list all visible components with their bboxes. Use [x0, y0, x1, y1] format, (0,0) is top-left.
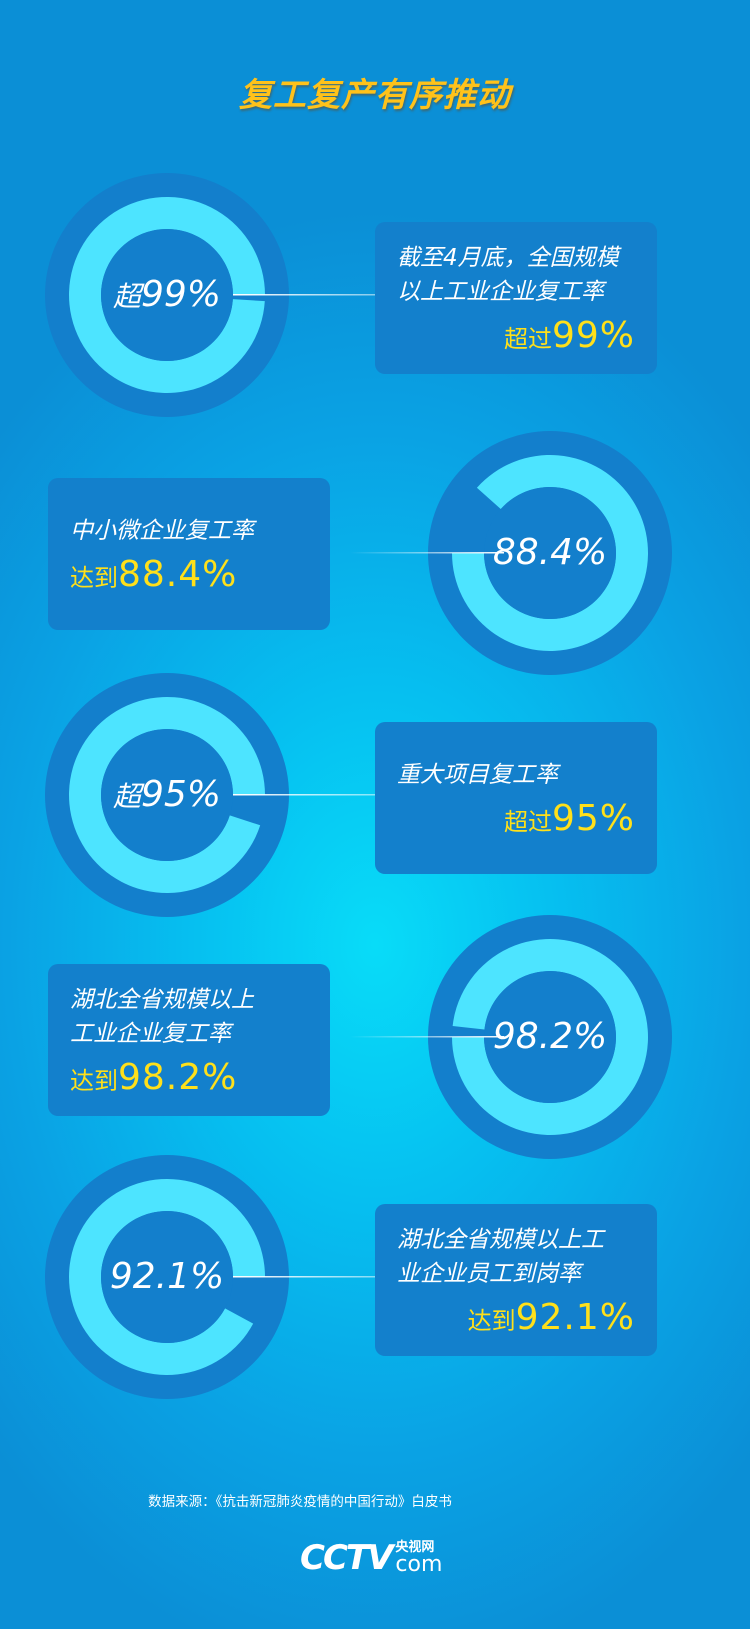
card-highlight: 达到88.4% — [70, 554, 308, 595]
donut-inner — [101, 1211, 233, 1343]
card-highlight: 超过95% — [397, 798, 635, 839]
donut-progress-arc — [68, 1179, 265, 1376]
center-prefix: 超 — [112, 780, 141, 813]
highlight-value: 95% — [551, 797, 635, 839]
card-text: 湖北全省规模以上 — [70, 986, 254, 1013]
highlight-prefix: 达到 — [70, 563, 118, 592]
stat-card: 湖北全省规模以上工 业企业员工到岗率 达到92.1% — [375, 1204, 657, 1356]
donut-center-value: 92.1% — [87, 1257, 247, 1299]
logo-com: com — [395, 1551, 443, 1577]
donut-progress-arc — [452, 939, 648, 1136]
card-text: 重大项目复工率 — [397, 761, 558, 788]
donut-center-value: 超95% — [87, 775, 247, 817]
donut-progress-arc — [69, 196, 265, 393]
data-source: 数据来源：《抗击新冠肺炎疫情的中国行动》白皮书 — [148, 1494, 452, 1510]
center-prefix: 超 — [112, 280, 141, 313]
highlight-prefix: 超过 — [503, 807, 552, 836]
card-text: 湖北全省规模以上工 — [397, 1226, 604, 1253]
highlight-prefix: 超过 — [503, 324, 552, 353]
donut-progress-arc — [452, 454, 649, 651]
connector-line — [350, 1036, 504, 1038]
donut-center-value: 98.2% — [470, 1017, 630, 1059]
card-text: 中小微企业复工率 — [70, 517, 254, 544]
center-value: 88.4% — [492, 532, 608, 573]
donut-center-value: 88.4% — [470, 533, 630, 575]
card-text: 工业企业复工率 — [70, 1020, 231, 1047]
page-title: 复工复产有序推动 — [239, 75, 511, 114]
card-text: 截至4月底，全国规模 — [397, 244, 619, 271]
stat-card: 湖北全省规模以上 工业企业复工率 达到98.2% — [48, 964, 330, 1116]
logo-cn: 央视网 — [395, 1539, 435, 1555]
highlight-value: 88.4% — [118, 553, 238, 595]
donut-inner — [101, 229, 233, 361]
donut-inner — [101, 729, 233, 861]
donut-inner — [484, 487, 616, 619]
donut-center-value: 超99% — [87, 275, 247, 317]
highlight-prefix: 达到 — [467, 1306, 516, 1335]
highlight-value: 98.2% — [118, 1056, 238, 1098]
connector-line — [350, 552, 504, 554]
highlight-prefix: 达到 — [70, 1066, 118, 1095]
card-highlight: 超过99% — [397, 315, 635, 356]
donut-inner — [484, 971, 616, 1103]
stat-card: 重大项目复工率超过95% — [375, 722, 657, 874]
card-highlight: 达到98.2% — [70, 1057, 308, 1098]
stat-card: 截至4月底，全国规模 以上工业企业复工率超过99% — [375, 222, 657, 374]
stat-card: 中小微企业复工率 达到88.4% — [48, 478, 330, 630]
card-text: 业企业员工到岗率 — [397, 1260, 581, 1287]
highlight-value: 92.1% — [515, 1296, 635, 1338]
logo-mark: CCTV — [300, 1538, 393, 1578]
donut-progress-arc — [68, 697, 265, 894]
center-value: 99% — [141, 274, 222, 315]
cctv-logo: CCTV 央视网 com — [300, 1538, 442, 1578]
center-value: 92.1% — [109, 1256, 225, 1297]
highlight-value: 99% — [551, 314, 635, 356]
card-highlight: 达到92.1% — [397, 1297, 635, 1338]
card-text: 以上工业企业复工率 — [397, 278, 604, 305]
center-value: 95% — [141, 774, 222, 815]
center-value: 98.2% — [492, 1016, 608, 1057]
